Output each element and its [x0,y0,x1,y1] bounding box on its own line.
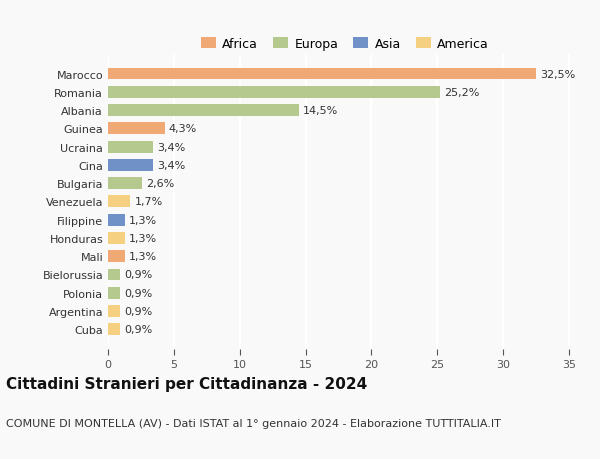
Bar [108,287,120,299]
Text: 1,7%: 1,7% [134,197,163,207]
Bar [108,141,153,153]
Bar [108,251,125,263]
Text: 14,5%: 14,5% [303,106,338,116]
Bar [108,305,120,317]
Text: 0,9%: 0,9% [124,325,152,335]
Bar [108,105,299,117]
Text: COMUNE DI MONTELLA (AV) - Dati ISTAT al 1° gennaio 2024 - Elaborazione TUTTITALI: COMUNE DI MONTELLA (AV) - Dati ISTAT al … [6,418,501,428]
Text: 0,9%: 0,9% [124,288,152,298]
Text: 3,4%: 3,4% [157,161,185,170]
Bar [108,178,142,190]
Text: 0,9%: 0,9% [124,270,152,280]
Bar [108,87,440,99]
Text: 32,5%: 32,5% [540,69,575,79]
Bar [108,324,120,336]
Legend: Africa, Europa, Asia, America: Africa, Europa, Asia, America [201,38,489,51]
Text: Cittadini Stranieri per Cittadinanza - 2024: Cittadini Stranieri per Cittadinanza - 2… [6,376,367,392]
Text: 0,9%: 0,9% [124,306,152,316]
Bar [108,160,153,171]
Text: 25,2%: 25,2% [444,88,479,98]
Text: 4,3%: 4,3% [169,124,197,134]
Bar [108,214,125,226]
Text: 1,3%: 1,3% [129,215,157,225]
Bar [108,68,536,80]
Text: 1,3%: 1,3% [129,234,157,243]
Bar [108,233,125,244]
Bar [108,269,120,281]
Text: 1,3%: 1,3% [129,252,157,262]
Bar [108,123,164,135]
Bar [108,196,130,208]
Text: 2,6%: 2,6% [146,179,175,189]
Text: 3,4%: 3,4% [157,142,185,152]
